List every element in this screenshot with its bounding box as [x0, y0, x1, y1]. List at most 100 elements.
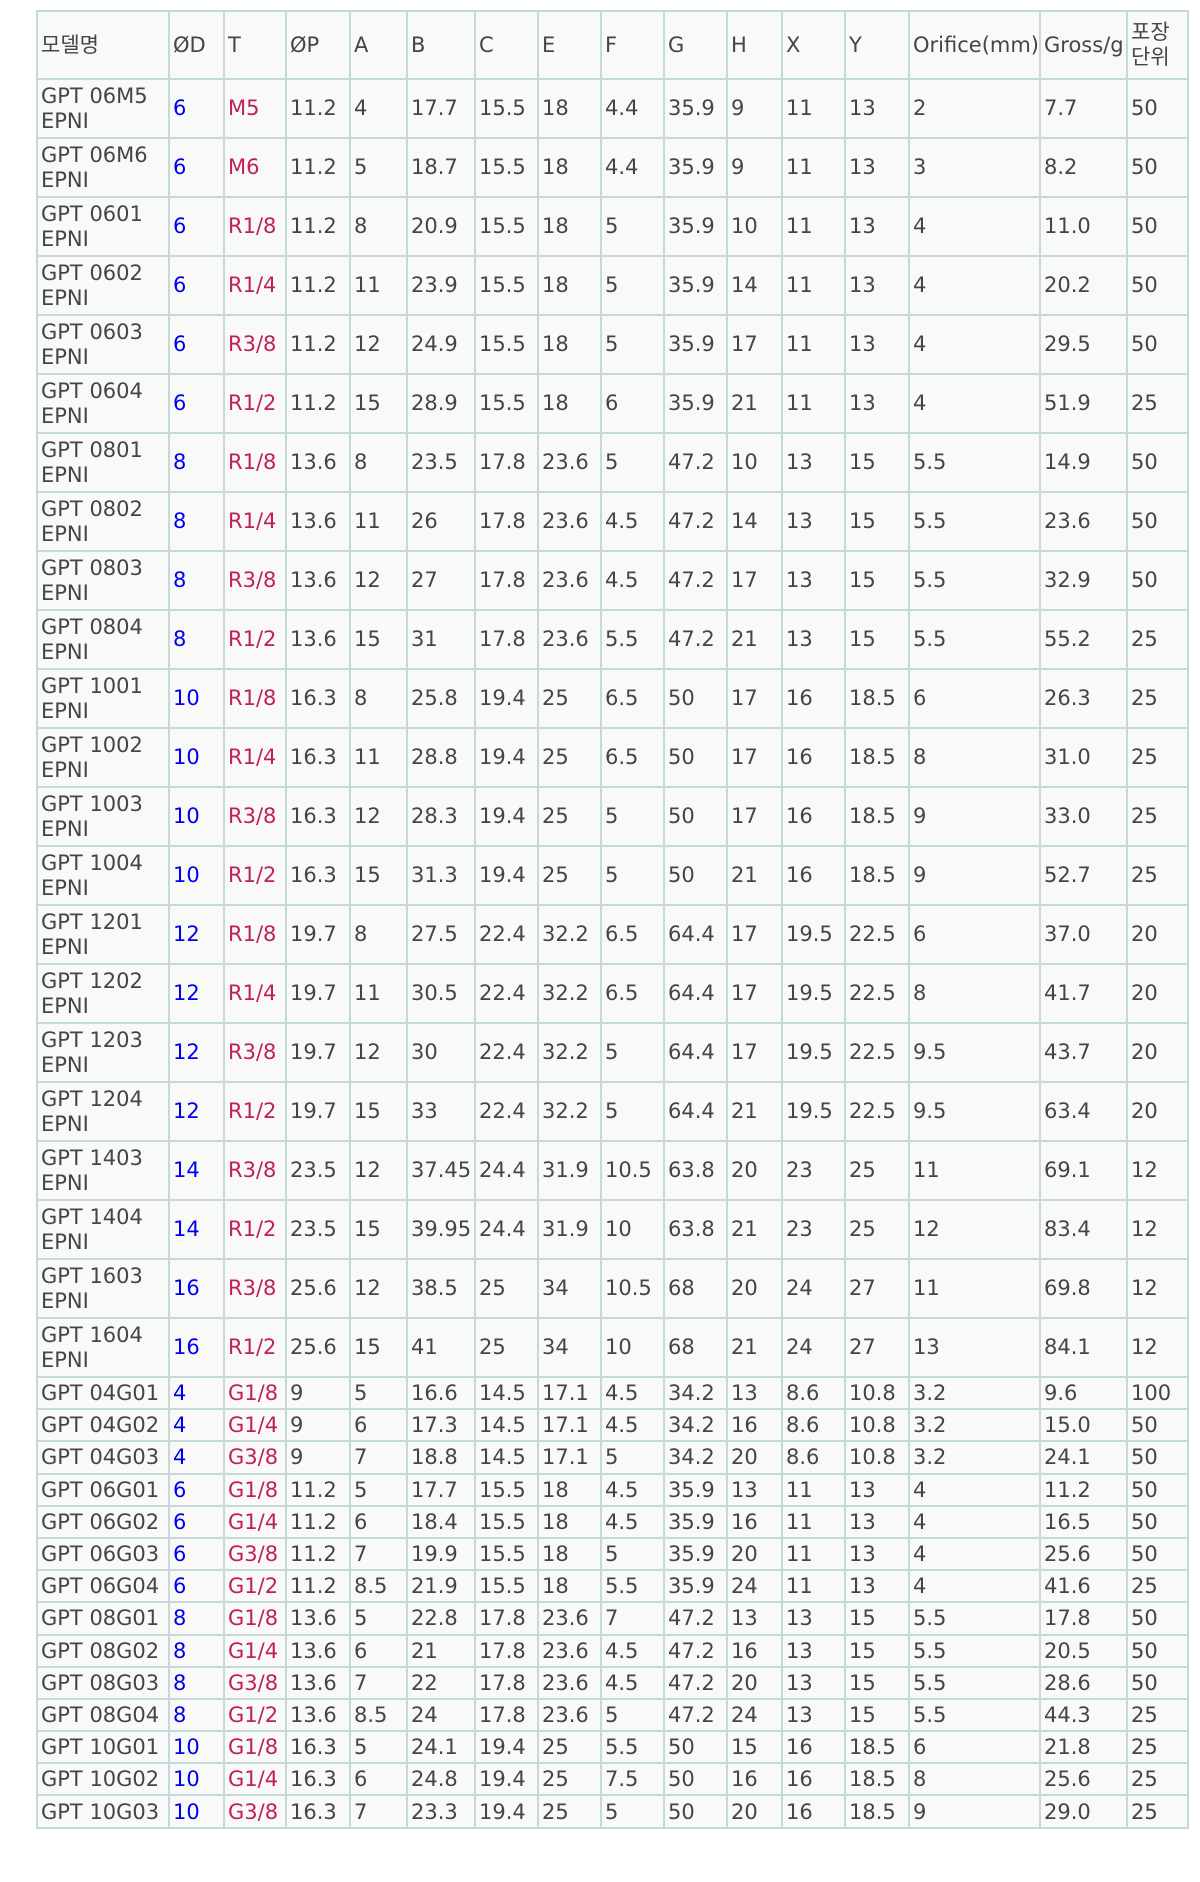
- f-cell: 5: [600, 314, 665, 375]
- op-cell: 9: [285, 1375, 351, 1411]
- a-cell: 4: [349, 78, 408, 139]
- table-row: GPT 0602 EPNI 6 R1/4 11.2 11 23.9 15.5 18 5 35.9 1…: [36, 255, 1189, 316]
- y-cell: 13: [844, 137, 910, 198]
- thread-cell: R1/2: [223, 1081, 287, 1142]
- table-row: GPT 1004 EPNI 10 R1/2 16.3 15 31.3 19.4 25 5 50 21…: [36, 845, 1189, 906]
- op-cell: 11.2: [285, 314, 351, 375]
- h-cell: 20: [726, 1258, 783, 1319]
- op-cell: 9: [285, 1408, 351, 1443]
- a-cell: 7: [349, 1794, 408, 1829]
- f-cell: 7: [600, 1601, 665, 1636]
- pack-unit-cell: 12: [1126, 1258, 1189, 1319]
- gross-cell: 11.2: [1039, 1472, 1128, 1507]
- gross-cell: 11.0: [1039, 196, 1128, 257]
- a-cell: 8: [349, 904, 408, 965]
- y-cell: 10.8: [844, 1408, 910, 1443]
- c-cell: 19.4: [474, 1762, 539, 1797]
- header-f: F: [600, 10, 665, 80]
- y-cell: 15: [844, 432, 910, 493]
- g-cell: 50: [663, 845, 728, 906]
- model-cell: GPT 06G01: [36, 1472, 170, 1507]
- f-cell: 4.5: [600, 491, 665, 552]
- od-cell: 6: [168, 255, 225, 316]
- model-cell: GPT 10G03: [36, 1794, 170, 1829]
- thread-cell: R1/8: [223, 668, 287, 729]
- gross-cell: 9.6: [1039, 1375, 1128, 1411]
- header-a: A: [349, 10, 408, 80]
- table-row: GPT 04G03 4 G3/8 9 7 18.8 14.5 17.1 5 34.2 20 8.6 10…: [36, 1440, 1189, 1475]
- g-cell: 47.2: [663, 432, 728, 493]
- thread-cell: R1/2: [223, 609, 287, 670]
- h-cell: 20: [726, 1536, 783, 1572]
- table-row: GPT 0802 EPNI 8 R1/4 13.6 11 26 17.8 23.6 4.5 47.…: [36, 491, 1189, 552]
- gross-cell: 20.2: [1039, 255, 1128, 316]
- thread-cell: R3/8: [223, 1258, 287, 1319]
- b-cell: 27: [406, 550, 476, 611]
- b-cell: 18.8: [406, 1440, 476, 1475]
- e-cell: 25: [537, 786, 602, 847]
- c-cell: 24.4: [474, 1140, 539, 1201]
- x-cell: 11: [781, 1504, 846, 1539]
- b-cell: 23.5: [406, 432, 476, 493]
- b-cell: 21: [406, 1633, 476, 1668]
- thread-cell: R1/2: [223, 1199, 287, 1260]
- od-cell: 10: [168, 786, 225, 847]
- orifice-cell: 5.5: [908, 491, 1041, 552]
- e-cell: 18: [537, 78, 602, 139]
- f-cell: 4.5: [600, 1504, 665, 1539]
- pack-unit-cell: 50: [1126, 1472, 1189, 1507]
- y-cell: 15: [844, 491, 910, 552]
- e-cell: 17.1: [537, 1375, 602, 1411]
- table-row: GPT 1201 EPNI 12 R1/8 19.7 8 27.5 22.4 32.2 6.5 6…: [36, 904, 1189, 965]
- table-row: GPT 0604 EPNI 6 R1/2 11.2 15 28.9 15.5 18 6 35.9 2…: [36, 373, 1189, 434]
- gross-cell: 84.1: [1039, 1317, 1128, 1378]
- c-cell: 25: [474, 1317, 539, 1378]
- h-cell: 20: [726, 1440, 783, 1475]
- c-cell: 19.4: [474, 1794, 539, 1829]
- gross-cell: 33.0: [1039, 786, 1128, 847]
- c-cell: 17.8: [474, 491, 539, 552]
- table-row: GPT 06G01 6 G1/8 11.2 5 17.7 15.5 18 4.5 35.9 13 11…: [36, 1472, 1189, 1507]
- e-cell: 18: [537, 196, 602, 257]
- a-cell: 7: [349, 1665, 408, 1700]
- b-cell: 37.45: [406, 1140, 476, 1201]
- x-cell: 16: [781, 668, 846, 729]
- od-cell: 16: [168, 1258, 225, 1319]
- model-cell: GPT 0603 EPNI: [36, 314, 170, 375]
- gross-cell: 26.3: [1039, 668, 1128, 729]
- g-cell: 50: [663, 1762, 728, 1797]
- h-cell: 17: [726, 1022, 783, 1083]
- op-cell: 23.5: [285, 1199, 351, 1260]
- c-cell: 22.4: [474, 963, 539, 1024]
- thread-cell: R1/8: [223, 432, 287, 493]
- model-cell: GPT 0802 EPNI: [36, 491, 170, 552]
- e-cell: 23.6: [537, 609, 602, 670]
- orifice-cell: 3.2: [908, 1440, 1041, 1475]
- x-cell: 13: [781, 1633, 846, 1668]
- y-cell: 18.5: [844, 1762, 910, 1797]
- model-cell: GPT 1002 EPNI: [36, 727, 170, 788]
- od-cell: 12: [168, 904, 225, 965]
- e-cell: 18: [537, 314, 602, 375]
- op-cell: 25.6: [285, 1258, 351, 1319]
- pack-unit-cell: 25: [1126, 1569, 1189, 1604]
- od-cell: 8: [168, 550, 225, 611]
- h-cell: 17: [726, 550, 783, 611]
- x-cell: 11: [781, 1536, 846, 1572]
- thread-cell: G1/4: [223, 1408, 287, 1443]
- thread-cell: R3/8: [223, 786, 287, 847]
- model-cell: GPT 1004 EPNI: [36, 845, 170, 906]
- g-cell: 50: [663, 727, 728, 788]
- thread-cell: G1/8: [223, 1472, 287, 1507]
- a-cell: 6: [349, 1633, 408, 1668]
- gross-cell: 25.6: [1039, 1536, 1128, 1572]
- h-cell: 21: [726, 373, 783, 434]
- od-cell: 8: [168, 1601, 225, 1636]
- h-cell: 17: [726, 314, 783, 375]
- pack-unit-cell: 25: [1126, 609, 1189, 670]
- header-x: X: [781, 10, 846, 80]
- od-cell: 16: [168, 1317, 225, 1378]
- header-orifice: Orifice(mm): [908, 10, 1041, 80]
- e-cell: 23.6: [537, 1601, 602, 1636]
- pack-unit-cell: 50: [1126, 550, 1189, 611]
